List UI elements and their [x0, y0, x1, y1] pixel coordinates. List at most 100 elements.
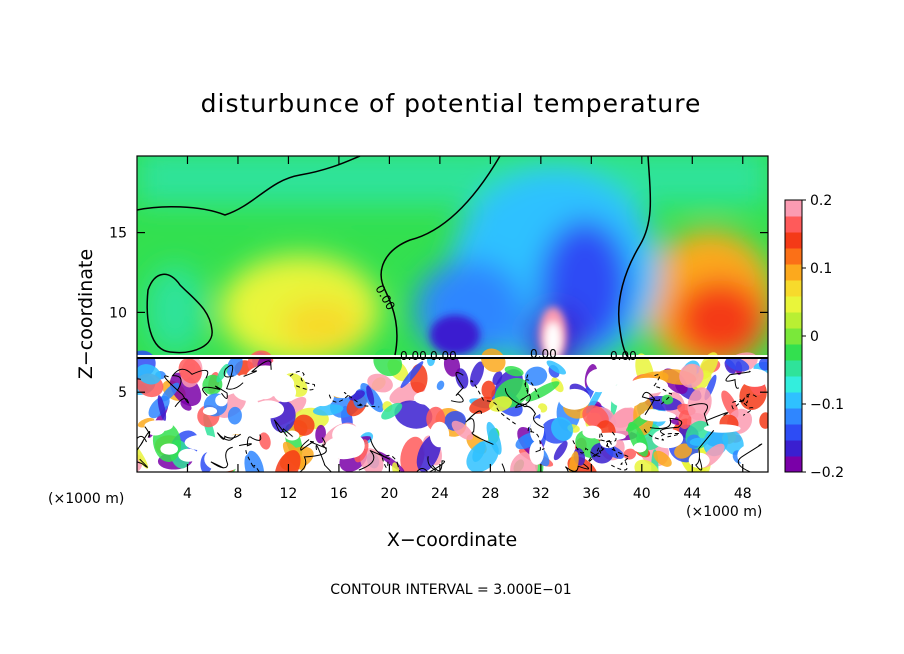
y-axis-unit: (×1000 m) [686, 504, 762, 520]
turbulent-core [600, 436, 617, 449]
turbulent-blob [293, 414, 315, 436]
turbulent-core [184, 434, 220, 451]
contour-line [572, 440, 602, 463]
turbulent-blob [367, 373, 393, 393]
contour-line [146, 273, 213, 354]
turbulent-core [255, 372, 295, 397]
turbulent-blob [653, 450, 672, 467]
contour-line [649, 417, 683, 435]
contour-line [328, 392, 380, 408]
cold-core-left [430, 315, 480, 355]
y-axis-label: Z−coordinate [75, 249, 97, 379]
turbulent-blob [227, 406, 242, 425]
turbulent-core [178, 448, 199, 462]
contour-line [731, 394, 749, 410]
contour-line [216, 432, 242, 441]
turbulent-core [629, 377, 669, 394]
turbulent-blob [455, 368, 469, 389]
turbulent-core [523, 406, 541, 417]
contour-line [137, 435, 148, 468]
y-tick-label: 15 [109, 226, 127, 242]
contour-line [695, 430, 714, 471]
contour-line [450, 372, 464, 403]
turbulent-blob [157, 395, 167, 422]
y-tick-label: 5 [118, 385, 127, 401]
heatmap-field: 0.000.00 0.00 0.00 0.00 [137, 156, 768, 472]
turbulent-core [529, 418, 545, 443]
turbulent-core [586, 368, 612, 393]
turbulent-blob [312, 404, 344, 416]
x-tick-label: 36 [582, 486, 600, 502]
warm-cell-left-core [280, 300, 360, 350]
turbulent-core [740, 368, 768, 387]
colorbar-segment [785, 216, 802, 233]
colorbar-segment [785, 232, 802, 249]
contour-line [299, 437, 327, 472]
contour-line [523, 374, 540, 398]
turbulent-blob [216, 363, 229, 383]
x-tick-label: 16 [330, 486, 348, 502]
colorbar-tick-label: 0 [810, 329, 819, 345]
turbulent-core [703, 424, 741, 433]
colorbar-segment [785, 376, 802, 393]
contour-line [243, 360, 272, 377]
turbulent-blob [488, 396, 513, 412]
cool-cell-left [145, 265, 205, 355]
contour-line [273, 419, 294, 438]
turbulent-blob [759, 412, 768, 429]
turbulent-core [332, 423, 361, 447]
contour-line [470, 380, 517, 425]
turbulent-core [582, 425, 602, 439]
colorbar-segment [785, 280, 802, 297]
contour-line [137, 426, 151, 452]
turbulent-blob [178, 358, 202, 384]
x-tick-label: 20 [380, 486, 398, 502]
colorbar-tick-label: −0.2 [810, 465, 844, 481]
turbulent-blob [137, 364, 162, 385]
contour-line [223, 364, 244, 390]
colorbar-segment [785, 392, 802, 409]
contour-line [725, 370, 751, 389]
turbulent-blob [551, 417, 574, 441]
colorbar-tick-label: 0.2 [810, 193, 832, 209]
turbulent-blob [274, 450, 301, 472]
contour-line [427, 456, 453, 472]
turbulent-blob [504, 366, 524, 377]
turbulent-core [215, 394, 228, 407]
turbulent-blob [725, 357, 750, 372]
turbulent-blob [469, 361, 485, 387]
contour-line [527, 426, 545, 453]
contour-line [465, 410, 494, 445]
turbulent-blob [486, 421, 502, 455]
turbulent-core [202, 407, 218, 416]
contour-line [239, 434, 262, 447]
contour-line [605, 440, 631, 471]
contour-line [688, 403, 729, 426]
plot-frame [136, 155, 769, 473]
turbulent-blob [661, 394, 674, 405]
turbulent-core [270, 360, 284, 376]
contour-line [504, 388, 544, 429]
turbulent-core [144, 420, 173, 432]
x-tick-label: 44 [683, 486, 701, 502]
contour-line [171, 368, 209, 392]
contour-line [641, 391, 660, 416]
colorbar-segment [785, 296, 802, 313]
turbulent-blob [569, 451, 579, 472]
contour-line [315, 445, 333, 472]
colorbar-tick-label: 0.1 [810, 261, 832, 277]
colorbar-segment [785, 440, 802, 457]
contour-line [592, 440, 619, 459]
turbulent-blob [524, 366, 548, 386]
contour-label: 0.00 [400, 349, 427, 363]
turbulent-blob [604, 445, 624, 459]
contour-label: 0.00 [610, 349, 637, 363]
inversion-line [137, 357, 768, 359]
colorbar-segment [785, 424, 802, 441]
turbulent-blob [674, 443, 693, 459]
colorbar-segment [785, 344, 802, 361]
turbulent-blob [546, 360, 567, 375]
turbulent-core [328, 378, 358, 398]
colorbar-segment [785, 360, 802, 377]
x-tick-label: 12 [280, 486, 298, 502]
